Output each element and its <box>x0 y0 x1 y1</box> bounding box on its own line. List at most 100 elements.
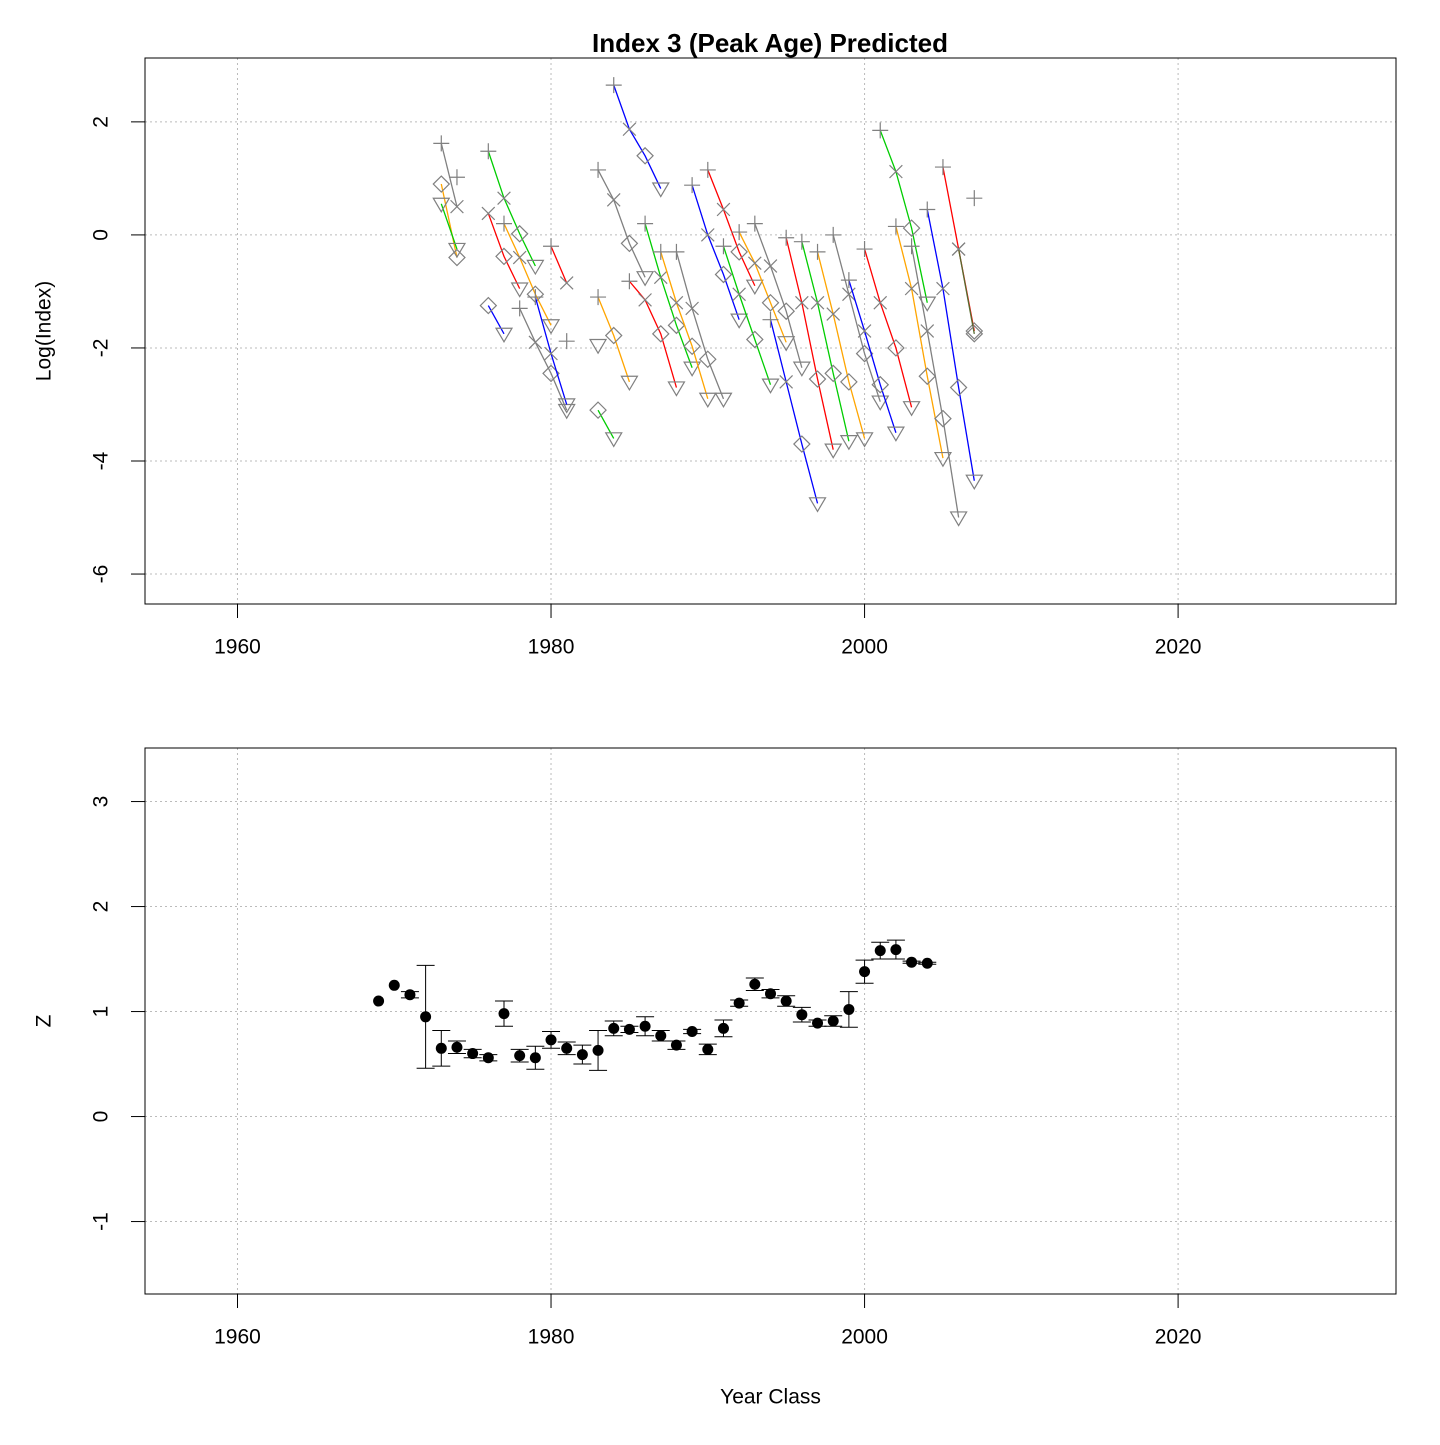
point-marker <box>745 279 764 295</box>
catch-curve <box>957 248 975 334</box>
point <box>717 1022 729 1034</box>
point-marker <box>494 327 514 344</box>
point-marker <box>795 295 809 310</box>
point-marker <box>667 381 686 397</box>
point <box>451 1041 463 1053</box>
point <box>921 957 933 969</box>
point <box>545 1034 557 1046</box>
point-marker <box>667 316 686 335</box>
catch-curve <box>863 248 913 408</box>
point-marker <box>606 193 621 207</box>
point-marker <box>651 182 670 198</box>
point-marker <box>902 219 921 237</box>
point-marker <box>668 243 685 260</box>
catch-curve <box>691 184 740 320</box>
point-marker <box>526 259 545 276</box>
catch-curve <box>769 319 819 504</box>
point <box>827 1015 839 1027</box>
point-marker <box>544 346 558 361</box>
catch-curve <box>628 280 678 388</box>
point-marker <box>637 215 654 232</box>
point-marker <box>512 250 527 265</box>
point <box>420 1011 432 1023</box>
panel: 1960 1980 2000 2020 -1 0 1 2 3 Z Year Class <box>33 747 1397 1409</box>
catch-curve <box>754 223 803 368</box>
point-marker <box>622 122 637 137</box>
point-marker <box>965 322 984 340</box>
point <box>874 945 886 957</box>
point-marker <box>732 287 746 302</box>
point-marker <box>873 295 888 310</box>
point <box>843 1003 855 1015</box>
y-tick-label: -1 <box>90 1212 113 1231</box>
point-marker <box>604 326 623 345</box>
catch-curve <box>848 279 897 433</box>
point-marker <box>495 215 512 232</box>
point-marker <box>936 281 950 296</box>
point-marker <box>840 373 858 391</box>
point-marker <box>447 242 467 259</box>
point-marker <box>761 378 780 394</box>
catch-curve <box>519 308 568 411</box>
point-marker <box>824 443 843 459</box>
catch-curve <box>597 169 646 278</box>
point <box>482 1052 494 1064</box>
point-marker <box>716 202 731 217</box>
point <box>639 1020 651 1032</box>
catch-curve <box>487 213 521 289</box>
point-marker <box>949 511 968 527</box>
x-tick-label: 2020 <box>1155 636 1202 659</box>
point-marker <box>951 242 966 256</box>
point <box>467 1048 479 1060</box>
point <box>906 956 918 968</box>
point <box>529 1052 541 1064</box>
catch-curve <box>550 245 568 284</box>
point <box>514 1050 526 1062</box>
catch-curve <box>722 246 772 385</box>
catch-curve <box>926 209 975 481</box>
point-marker <box>903 238 920 255</box>
point-marker <box>808 370 827 388</box>
point-marker <box>761 293 780 312</box>
point-marker <box>904 281 919 296</box>
point-marker <box>604 432 623 448</box>
point-marker <box>432 197 451 214</box>
y-tick-label: 2 <box>90 116 113 128</box>
point-marker <box>685 301 699 316</box>
point-marker <box>450 199 464 214</box>
point-marker <box>779 375 794 389</box>
point-marker <box>745 330 764 349</box>
point-marker <box>918 367 937 386</box>
x-tick-label: 2020 <box>1155 1326 1202 1349</box>
point-marker <box>777 302 796 321</box>
point-marker <box>889 164 903 179</box>
point-marker <box>510 282 529 298</box>
point-marker <box>621 273 638 290</box>
point-marker <box>528 335 543 350</box>
point <box>780 995 792 1007</box>
point-marker <box>918 296 937 312</box>
point <box>373 995 385 1007</box>
point <box>812 1017 824 1029</box>
point-marker <box>920 324 935 338</box>
point-marker <box>683 337 701 356</box>
point-marker <box>699 161 716 178</box>
point-marker <box>590 161 607 178</box>
point-marker <box>684 177 701 194</box>
point-marker <box>839 435 858 451</box>
point-marker <box>557 398 576 414</box>
catch-curve <box>707 169 756 287</box>
point-marker <box>887 339 905 357</box>
point-marker <box>698 350 717 369</box>
y-tick-label: -2 <box>90 339 113 358</box>
point-marker <box>636 146 654 165</box>
point-marker <box>777 336 796 352</box>
plot-frame <box>144 57 1397 605</box>
point-marker <box>683 361 702 377</box>
point-marker <box>669 295 684 310</box>
point-marker <box>934 409 952 428</box>
point <box>404 989 416 1001</box>
point-marker <box>480 143 497 160</box>
